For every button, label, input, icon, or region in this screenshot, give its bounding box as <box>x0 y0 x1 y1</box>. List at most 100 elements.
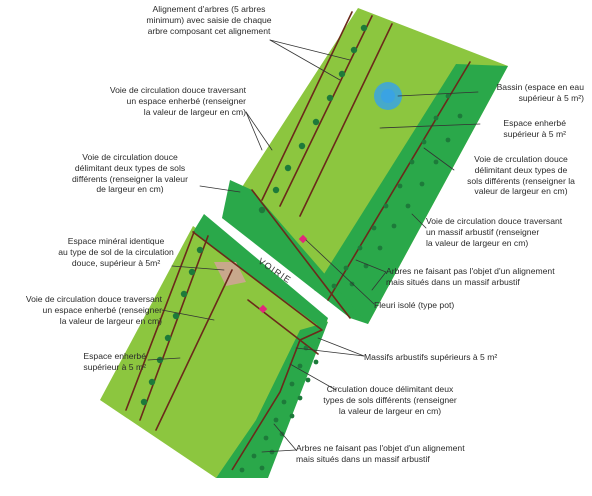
basin-water <box>381 89 395 103</box>
tree-icon <box>289 413 295 419</box>
leader-line <box>305 239 375 305</box>
tree-icon <box>289 381 295 387</box>
path-line <box>192 231 323 331</box>
leader-line <box>411 213 427 229</box>
tree-icon <box>312 118 320 126</box>
tree-icon <box>397 183 403 189</box>
leader-line <box>397 91 479 97</box>
tree-icon <box>445 93 451 99</box>
path-line <box>251 189 351 319</box>
leader-line <box>295 347 365 357</box>
tree-icon <box>297 395 303 401</box>
label-soft-circulation: Circulation douce délimitant deux types d… <box>323 384 457 416</box>
label-basin: Bassin (espace en eau supérieur à 5 m²) <box>496 82 584 103</box>
tree-icon <box>360 24 368 32</box>
leader-line <box>371 271 387 291</box>
tree-icon <box>350 46 358 54</box>
label-path-shrub: Voie de circulation douce traversant un m… <box>426 216 563 248</box>
leader-line <box>245 111 263 151</box>
soft-circulation-paths <box>125 11 471 471</box>
upper-right-shrub-massif <box>314 64 508 324</box>
tree-icon <box>405 203 411 209</box>
leader-line <box>269 39 351 61</box>
tree-icon <box>172 312 180 320</box>
tree-icon <box>284 164 292 172</box>
path-line <box>279 15 373 207</box>
leader-line <box>171 265 225 271</box>
tree-icon <box>349 281 355 287</box>
label-path-soils-right: Voie de crculation douce délimitant deux … <box>467 154 575 197</box>
tree-icon <box>433 115 439 121</box>
leader-line <box>161 309 215 321</box>
path-line <box>125 231 195 411</box>
tree-icon <box>269 449 275 455</box>
tree-icon <box>419 181 425 187</box>
leader-lines <box>147 39 481 453</box>
flower-pot-icon <box>258 304 268 314</box>
path-line <box>261 11 353 201</box>
tree-icon <box>263 435 269 441</box>
leader-line <box>147 357 181 361</box>
tree-icon <box>180 290 188 298</box>
label-trees-in-shrub-bottom: Arbres ne faisant pas l'objet d'un align… <box>296 443 465 464</box>
leader-line <box>379 123 481 129</box>
label-grass-space-left: Espace enherbé supérieur à 5 m² <box>83 351 146 372</box>
tree-icon <box>331 283 337 289</box>
tree-icon <box>196 246 204 254</box>
leader-line <box>245 111 273 151</box>
leader-line <box>355 259 387 273</box>
flower-pot-icon <box>298 234 308 244</box>
leader-line <box>423 147 455 171</box>
tree-icon <box>251 453 257 459</box>
label-trees-in-shrub-top: Arbres ne faisant pas l'objet d'un align… <box>386 266 555 287</box>
trees <box>140 24 463 473</box>
label-path-grass-top: Voie de circulation douce traversant un e… <box>109 85 246 117</box>
path-line <box>327 61 471 301</box>
tree-icon <box>338 70 346 78</box>
tree-icon <box>445 137 451 143</box>
tree-icon <box>313 359 319 365</box>
tree-icon <box>391 223 397 229</box>
label-tree-alignment: Alignement d'arbres (5 arbres minimum) av… <box>146 4 272 36</box>
tree-icon <box>148 378 156 386</box>
tree-icon <box>239 467 245 473</box>
tree-icon <box>298 142 306 150</box>
tree-icon <box>326 94 334 102</box>
tree-icon <box>164 334 172 342</box>
label-path-grass-bottom: Voie de circulation douce traversant un e… <box>25 294 162 326</box>
tree-icon <box>156 356 164 364</box>
path-line <box>139 235 209 421</box>
tree-icon <box>259 465 265 471</box>
tree-icon <box>140 398 148 406</box>
tree-icon <box>273 417 279 423</box>
leader-line <box>317 337 365 357</box>
label-grass-space-right: Espace enherbé supérieur à 5 m² <box>503 118 566 139</box>
label-shrub-massifs: Massifs arbustifs supérieurs à 5 m² <box>364 352 498 362</box>
label-mineral-space: Espace minéral identique au type de sol d… <box>58 236 174 268</box>
path-line <box>231 329 323 471</box>
leader-line <box>269 39 341 81</box>
lower-road-edge-strip <box>193 214 328 330</box>
tree-icon <box>258 206 266 214</box>
leader-line <box>261 449 297 453</box>
path-line <box>299 23 393 217</box>
leader-line <box>289 363 337 391</box>
label-path-soils-left: Voie de circulation douce délimitant deux… <box>72 152 188 195</box>
tree-icon <box>409 159 415 165</box>
tree-icon <box>433 159 439 165</box>
tree-icon <box>371 225 377 231</box>
tree-icon <box>272 186 280 194</box>
upper-road-edge-strip <box>222 180 368 324</box>
tree-icon <box>421 139 427 145</box>
lower-right-shrub-massif <box>216 322 328 478</box>
tree-icon <box>188 268 196 276</box>
tree-icon <box>357 245 363 251</box>
leader-line <box>273 423 297 451</box>
tree-icon <box>377 245 383 251</box>
tree-icon <box>457 113 463 119</box>
leader-line <box>199 185 241 193</box>
label-isolated-flower: Fleuri isolé (type pot) <box>374 300 455 310</box>
tree-icon <box>305 377 311 383</box>
tree-icon <box>343 265 349 271</box>
